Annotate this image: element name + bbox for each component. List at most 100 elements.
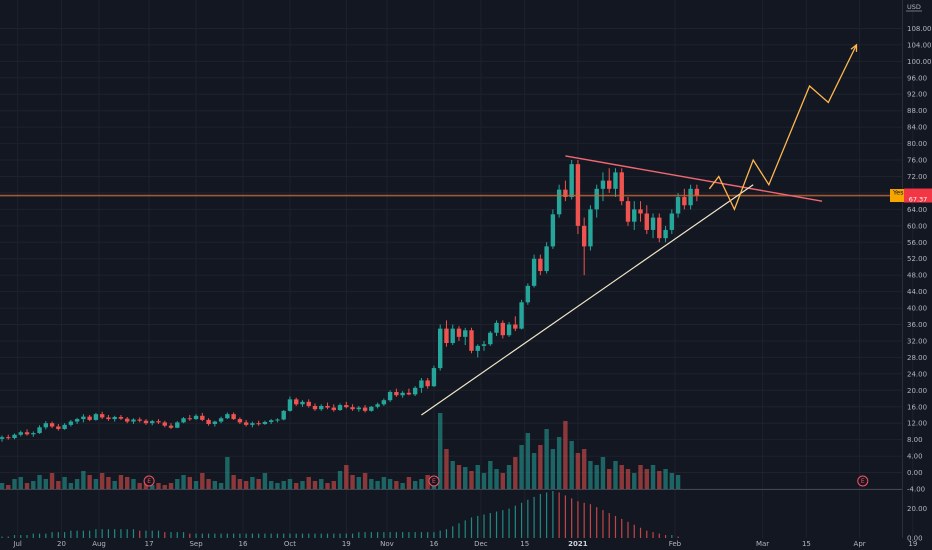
volume-layer <box>0 413 681 489</box>
volume-bar <box>463 467 468 489</box>
candle-body <box>632 209 637 222</box>
volume-bar <box>550 449 556 489</box>
time-tick-label: 15 <box>520 540 529 548</box>
volume-bar <box>6 485 11 489</box>
candle-body <box>594 188 599 210</box>
price-tick-label: 40.00 <box>907 305 927 313</box>
candle-body <box>99 414 105 418</box>
volume-bar <box>331 481 336 489</box>
candle-body <box>344 405 349 408</box>
volume-bar <box>168 483 174 489</box>
time-tick-label: Apr <box>854 540 866 548</box>
candle-body <box>337 405 343 411</box>
price-tick-label: 12.00 <box>907 420 927 428</box>
price-tick-label: 64.00 <box>907 206 927 214</box>
volume-bar <box>632 473 637 489</box>
candle-body <box>400 392 405 396</box>
volume-bar <box>93 479 99 489</box>
volume-bar <box>538 445 543 489</box>
volume-bar <box>206 479 211 489</box>
candle-body <box>625 201 631 222</box>
price-tick-label: 92.00 <box>907 91 927 99</box>
volume-bar <box>294 483 299 489</box>
volume-bar <box>657 471 662 489</box>
price-tick-label: 16.00 <box>907 403 927 411</box>
candle-body <box>125 418 130 422</box>
price-tick-label: 4.00 <box>907 453 923 461</box>
volume-bar <box>150 485 155 489</box>
volume-bar <box>281 481 286 489</box>
candle-body <box>506 324 512 336</box>
volume-bar <box>175 479 180 489</box>
candle-body <box>644 213 649 230</box>
candle-body <box>444 328 449 344</box>
volume-bar <box>300 481 305 489</box>
candle-body <box>369 406 374 411</box>
candle-body <box>62 424 67 429</box>
volume-bar <box>469 471 474 489</box>
candle-body <box>300 401 305 405</box>
volume-bar <box>243 481 249 489</box>
volume-bar <box>563 421 568 489</box>
last-price-tag-label: 67.37 <box>909 196 928 204</box>
support-trendline <box>421 184 754 416</box>
volume-bar <box>525 433 531 489</box>
volume-bar <box>137 483 142 489</box>
volume-bar <box>287 479 293 489</box>
candle-body <box>68 421 74 425</box>
candle-body <box>438 328 443 369</box>
price-tick-label: 96.00 <box>907 74 927 82</box>
candle-body <box>312 405 318 410</box>
candle-body <box>287 399 293 411</box>
volume-bar <box>444 449 449 489</box>
candle-body <box>500 322 505 336</box>
time-tick-label: 19 <box>342 540 351 548</box>
time-tick-label: Jul <box>12 540 22 548</box>
candle-body <box>657 217 662 239</box>
volume-bar <box>18 477 23 489</box>
volume-bar <box>99 473 105 489</box>
price-tick-label: 28.00 <box>907 354 927 362</box>
time-tick-label: Feb <box>669 540 682 548</box>
time-tick-label: 20 <box>57 540 66 548</box>
volume-bar <box>156 483 161 489</box>
price-tick-label: 80.00 <box>907 140 927 148</box>
oscillator-layer <box>1 491 679 538</box>
candle-body <box>412 387 418 395</box>
candle-body <box>544 246 549 272</box>
volume-bar <box>650 465 656 489</box>
candle-body <box>49 423 55 427</box>
volume-bar <box>81 471 86 489</box>
candle-body <box>694 188 700 196</box>
candle-body <box>193 415 199 420</box>
candle-body <box>556 189 562 215</box>
candle-body <box>519 302 524 329</box>
volume-bar <box>49 473 55 489</box>
volume-bar <box>162 485 167 489</box>
candle-body <box>638 209 643 214</box>
candle-body <box>425 380 430 387</box>
volume-bar <box>381 477 387 489</box>
earnings-marker-label: E <box>147 478 151 485</box>
volume-bar <box>475 465 480 489</box>
volume-bar <box>350 475 355 489</box>
grid-layer <box>0 0 914 538</box>
candle-body <box>0 437 5 439</box>
price-tick-label: 104.00 <box>907 41 932 49</box>
volume-bar <box>225 457 230 489</box>
time-tick-label: Aug <box>92 540 106 548</box>
candle-body <box>93 414 99 420</box>
volume-bar <box>106 477 111 489</box>
candle-body <box>156 421 161 423</box>
price-tick-label: 88.00 <box>907 107 927 115</box>
price-tick-label: 0.00 <box>907 469 923 477</box>
candle-body <box>237 419 243 423</box>
price-tick-label: 52.00 <box>907 255 927 263</box>
time-tick-label: 17 <box>145 540 154 548</box>
volume-bar <box>319 479 324 489</box>
earnings-marker <box>428 475 440 487</box>
volume-bar <box>12 479 17 489</box>
